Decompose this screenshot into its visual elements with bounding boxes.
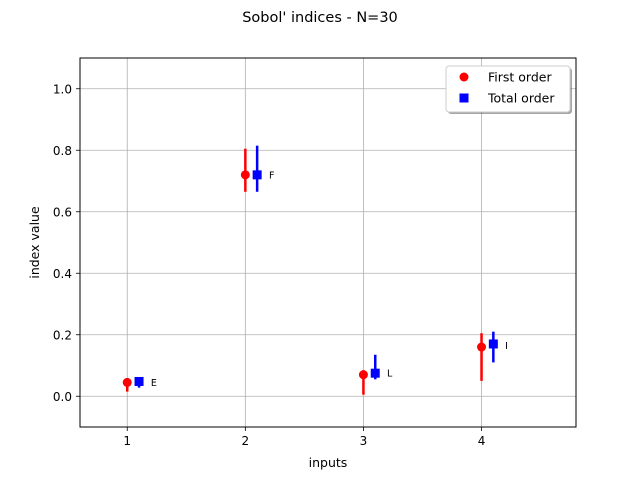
legend-label-total-order: Total order [487, 91, 555, 106]
y-axis-label: index value [27, 206, 42, 279]
legend: First order Total order [445, 65, 572, 114]
y-tick-label: 1.0 [53, 82, 72, 96]
point-annotation: E [151, 378, 157, 389]
first-order-point [477, 342, 487, 352]
x-tick-label: 3 [360, 434, 368, 448]
total-order-point [252, 170, 262, 180]
y-tick-label: 0.0 [53, 390, 72, 404]
total-order-point [134, 376, 144, 386]
first-order-point [358, 370, 368, 380]
legend-label-first-order: First order [488, 70, 552, 85]
first-order-point [122, 377, 132, 387]
y-tick-label: 0.2 [53, 328, 72, 342]
x-axis: 1 2 3 4 [123, 427, 485, 448]
point-annotation: F [269, 170, 274, 181]
total-order-point [370, 368, 380, 378]
chart-title: Sobol' indices - N=30 [242, 10, 398, 26]
legend-box [445, 65, 571, 113]
legend-marker-total-order [459, 93, 469, 103]
point-annotation: L [387, 369, 393, 380]
y-tick-label: 0.4 [53, 267, 72, 281]
x-tick-label: 1 [123, 434, 131, 448]
x-axis-label: inputs [309, 455, 348, 470]
y-tick-label: 0.6 [53, 205, 72, 219]
y-axis: 0.0 0.2 0.4 0.6 0.8 1.0 [53, 82, 80, 404]
legend-marker-first-order [459, 72, 469, 82]
y-tick-label: 0.8 [53, 144, 72, 158]
plot-area: E F L I [122, 145, 508, 395]
x-tick-label: 2 [242, 434, 250, 448]
x-tick-label: 4 [478, 434, 486, 448]
plot-frame [79, 57, 577, 428]
first-order-point [240, 170, 250, 180]
point-annotation: I [505, 341, 508, 352]
total-order-point [488, 339, 498, 349]
